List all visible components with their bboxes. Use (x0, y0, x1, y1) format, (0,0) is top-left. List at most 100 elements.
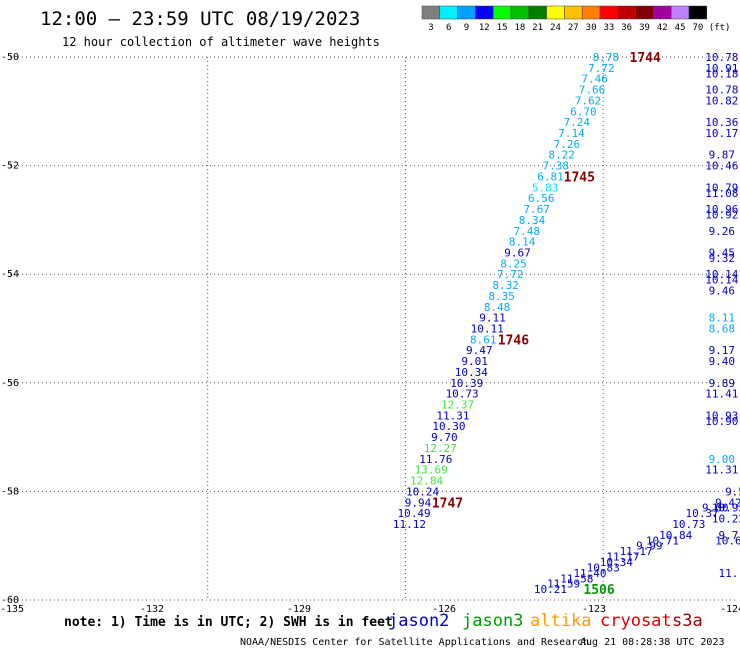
wave-height-value: 10.90 (705, 415, 738, 428)
wave-height-value: 6.81 (537, 170, 564, 183)
wave-height-value: 7.67 (523, 203, 550, 216)
wave-height-value: 10.34 (455, 366, 488, 379)
wave-height-value: 10.83 (587, 561, 620, 574)
wave-height-value: 10.39 (450, 377, 483, 390)
wave-height-value: 6.70 (570, 105, 597, 118)
wave-height-value: 11.76 (419, 453, 452, 466)
lon-tick-label: -129 (287, 604, 311, 615)
scale-label: 70 (692, 23, 703, 33)
pass-time-label: 1746 (498, 333, 529, 348)
wave-height-value: 11.40 (573, 567, 606, 580)
wave-height-value: 10.46 (705, 160, 738, 173)
lat-tick-label: -58 (1, 486, 19, 497)
wave-height-value: 11.17 (606, 551, 639, 564)
scale-swatch (546, 5, 565, 20)
wave-height-value: 11.08 (705, 187, 738, 200)
wave-height-value: 9.01 (461, 355, 488, 368)
wave-height-value: 7.46 (581, 73, 608, 86)
wave-height-value: 9.26 (709, 225, 736, 238)
wave-height-value: 9.00 (702, 502, 729, 515)
scale-label: 12 (479, 23, 490, 33)
wave-height-value: 8.14 (509, 236, 536, 249)
scale-unit: (ft) (709, 23, 731, 33)
pass-time-label: 1747 (432, 496, 463, 511)
scale-label: 9 (464, 23, 469, 33)
wave-height-value: 10.73 (446, 388, 479, 401)
wave-height-value: 8.48 (484, 301, 511, 314)
wave-height-value: 10.93 (705, 409, 738, 422)
lon-tick-label: -132 (140, 604, 164, 615)
lon-tick-label: -124 (720, 604, 740, 615)
scale-label: 36 (621, 23, 632, 33)
wave-height-value: 11.17 (620, 545, 653, 558)
pass-time-label: 1506 (583, 583, 614, 598)
scale-swatch (653, 5, 672, 20)
wave-height-value: 11.58 (560, 572, 593, 585)
wave-height-value: 9.42 (715, 496, 740, 509)
color-scale-legend: 3 6 9 12 15 18 21 24 27 30 33 36 39 42 45 70 (ft) (421, 5, 731, 33)
wave-height-value: 11.31 (436, 409, 469, 422)
scale-label: 45 (675, 23, 686, 33)
wave-height-value: 7.26 (554, 138, 581, 151)
wave-height-value: 9.87 (709, 149, 736, 162)
wave-height-value: 10.84 (659, 529, 692, 542)
wave-height-value: 9.94 (405, 496, 432, 509)
wave-height-value: 9.00 (709, 453, 736, 466)
wave-height-value: 10.24 (406, 485, 439, 498)
scale-label: 24 (550, 23, 561, 33)
page-subtitle: 12 hour collection of altimeter wave hei… (62, 35, 380, 49)
lon-tick-label: -123 (582, 604, 606, 615)
wave-height-value: 10.92 (705, 208, 738, 221)
scale-label: 33 (603, 23, 614, 33)
wave-height-value: 10.11 (471, 323, 504, 336)
wave-height-value: 12.27 (424, 442, 457, 455)
wave-height-value: 7.14 (558, 127, 585, 140)
scale-swatch (492, 5, 512, 20)
wave-height-value: 7.72 (588, 62, 615, 75)
satellite-legend-jason2: jason2 (388, 611, 449, 631)
scale-swatch (421, 5, 441, 20)
wave-height-value: 9.67 (504, 246, 531, 259)
scale-swatch (688, 5, 708, 20)
wave-height-value: 10.17 (705, 127, 738, 140)
wave-height-value: 9.5 (725, 485, 740, 498)
lon-tick-label: -126 (432, 604, 456, 615)
scale-swatch (670, 5, 690, 20)
scale-label: 3 (428, 23, 433, 33)
wave-height-value: 8.68 (709, 323, 736, 336)
pass-time-label: 1744 (630, 51, 661, 66)
wave-height-value: 7.66 (579, 84, 606, 97)
lon-tick-label: -135 (0, 604, 24, 615)
axis-tick-labels: -50 -52 -54 -56 -58 -60-135 -132 -129 -126 -123 -1… (0, 52, 740, 615)
scale-swatch (581, 5, 601, 20)
lat-tick-label: -54 (1, 269, 19, 280)
wave-height-value: 9.45 (709, 246, 736, 259)
scale-label: 21 (532, 23, 543, 33)
scale-label: 39 (639, 23, 650, 33)
wave-height-value: 10.21 (534, 583, 567, 596)
scale-swatch (510, 5, 530, 20)
wave-height-value: 5.83 (532, 181, 559, 194)
wave-height-value: 12.84 (410, 475, 443, 488)
wave-height-value: 8.32 (492, 279, 519, 292)
wave-height-value: 11.59 (547, 578, 580, 591)
scale-label: 42 (657, 23, 668, 33)
wave-height-value: 10.78 (705, 51, 738, 64)
units-note: note: 1) Time is in UTC; 2) SWH is in fe… (64, 615, 393, 630)
scale-swatch (635, 5, 654, 20)
satellite-legend-jason3: jason3 (462, 611, 523, 631)
satellite-legend-s3a: s3a (672, 611, 703, 631)
wave-height-value: 10.36 (705, 116, 738, 129)
wave-height-value: 10.91 (705, 62, 738, 75)
wave-height-value: 9.7 (718, 529, 738, 542)
wave-height-value: 10.18 (705, 67, 738, 80)
wave-height-value: 8.61 (470, 333, 497, 346)
wave-height-value: 9.40 (709, 355, 736, 368)
wave-height-value: 11.31 (705, 464, 738, 477)
scale-swatch (457, 5, 476, 20)
map-grid (10, 56, 735, 601)
wave-height-value: 10.49 (397, 507, 430, 520)
wave-height-value: 10.30 (432, 420, 465, 433)
pass-time-label: 1745 (564, 170, 595, 185)
pass-time-labels: 1744174517461747150612171217121812181211… (432, 51, 661, 598)
